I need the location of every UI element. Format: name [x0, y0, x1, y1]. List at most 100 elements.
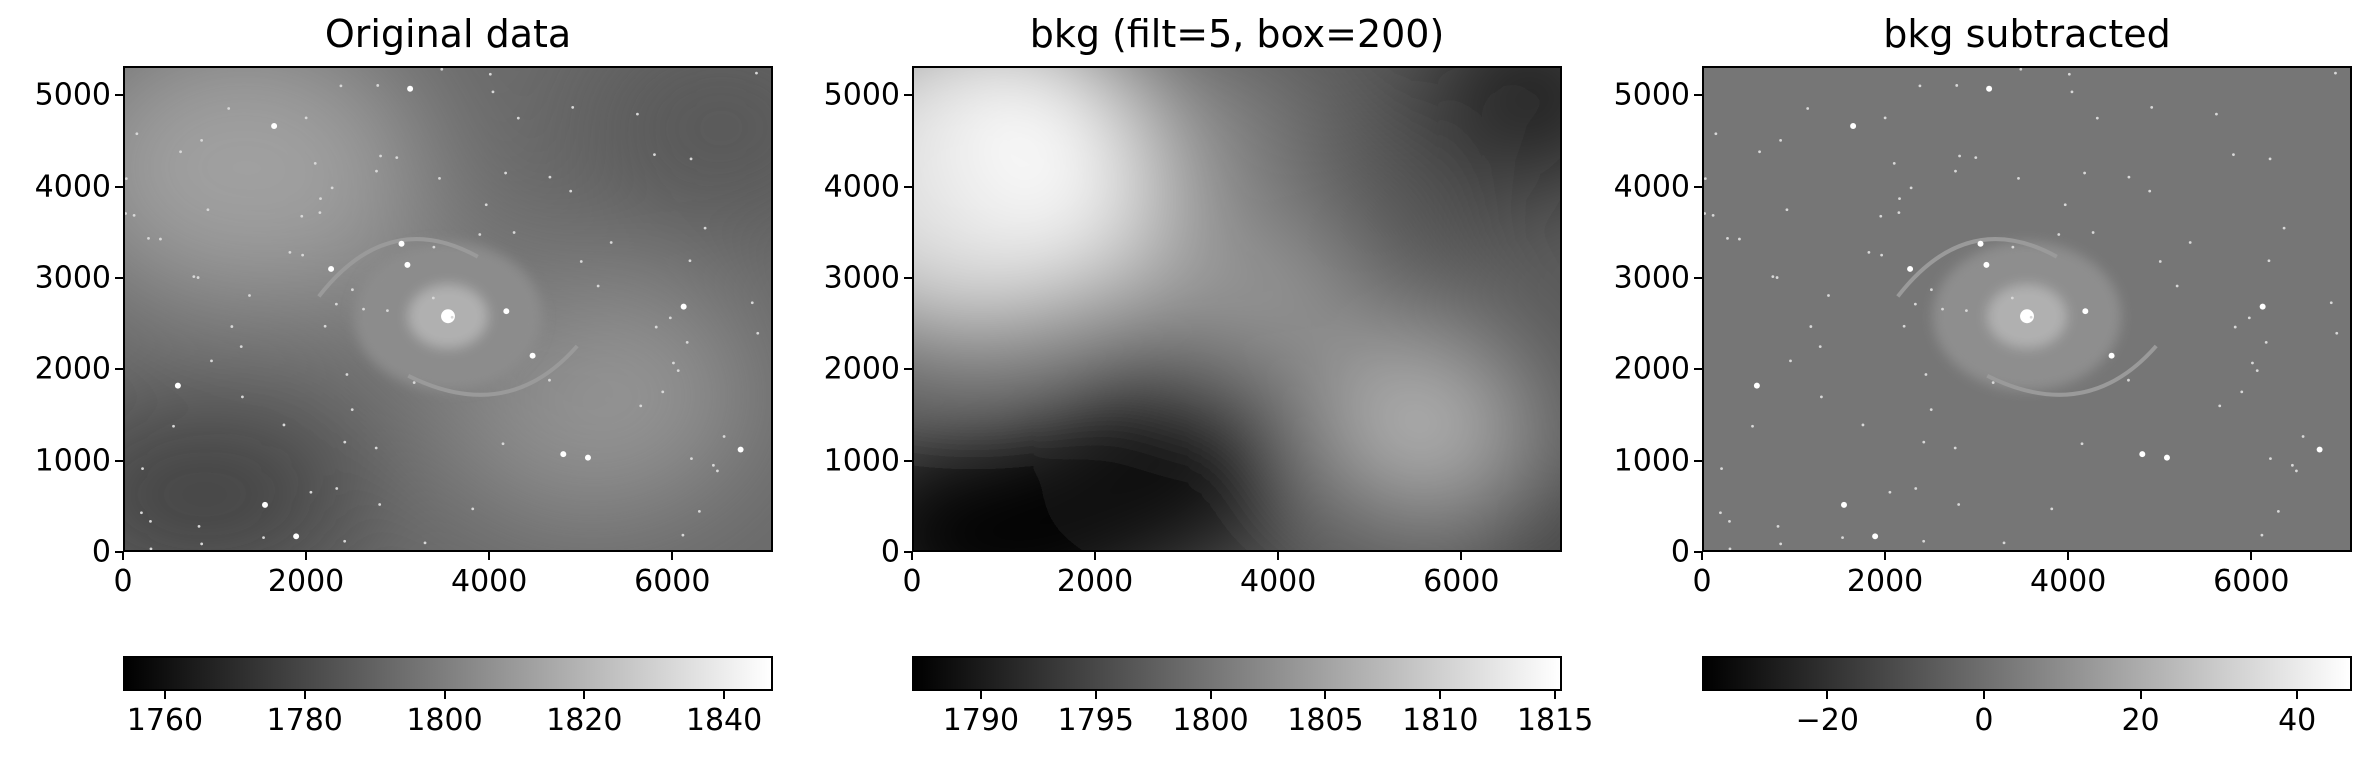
star: [271, 123, 278, 130]
star: [680, 303, 687, 310]
star: [343, 440, 347, 444]
star: [239, 345, 243, 348]
y-tick-label: 3000: [1613, 260, 1690, 296]
star: [1850, 123, 1857, 130]
star: [149, 519, 152, 523]
star: [200, 138, 203, 142]
star: [398, 240, 405, 247]
colorbar-tick-mark: [2296, 691, 2299, 699]
star: [2095, 116, 2099, 120]
star: [571, 106, 575, 109]
y-tick-label: 3000: [34, 260, 111, 296]
star: [1888, 490, 1892, 494]
x-tick-label: 0: [902, 564, 922, 599]
star: [288, 250, 292, 254]
star: [282, 423, 286, 427]
x-tick-label: 6000: [2213, 564, 2290, 599]
x-tick-mark: [488, 552, 491, 560]
star: [569, 189, 573, 193]
star: [1974, 156, 1978, 160]
star: [378, 503, 382, 506]
star: [147, 236, 150, 240]
star: [2002, 541, 2006, 545]
star: [2247, 316, 2251, 320]
star: [374, 446, 378, 450]
colorbar-tick-mark: [583, 691, 586, 699]
star: [471, 507, 475, 511]
colorbar-tick-mark: [303, 691, 306, 699]
star: [159, 237, 162, 241]
y-tick-label: 0: [880, 534, 900, 570]
star: [1728, 547, 1732, 550]
colorbar-tick-mark: [1554, 691, 1557, 699]
star: [668, 316, 672, 320]
colorbar-tick-label: 1800: [1172, 703, 1249, 738]
star: [135, 132, 139, 136]
y-tick-mark: [904, 551, 912, 553]
star: [1977, 240, 1984, 247]
y-tick-label: 4000: [34, 169, 111, 205]
star: [503, 308, 510, 315]
star: [141, 467, 144, 470]
star: [132, 213, 136, 217]
star: [1785, 208, 1789, 212]
star: [2175, 284, 2179, 288]
star: [1711, 213, 1715, 217]
x-tick-label: 2000: [1846, 564, 1924, 599]
x-tick-mark: [1460, 552, 1463, 560]
star: [200, 542, 204, 546]
star: [149, 547, 153, 550]
x-tick-mark: [671, 552, 674, 560]
star: [681, 533, 685, 537]
star: [1897, 211, 1901, 215]
star: [661, 390, 665, 394]
star: [2050, 507, 2054, 511]
x-tick-mark: [1701, 552, 1703, 560]
star: [140, 511, 143, 515]
y-tick-label: 1000: [823, 443, 900, 479]
background-blob: [1122, 68, 1302, 197]
star: [1991, 381, 1995, 385]
colorbar-tick-label: 1820: [546, 703, 623, 738]
star: [2150, 106, 2154, 109]
y-tick-mark: [115, 368, 123, 371]
star: [676, 369, 680, 373]
colorbar-tick-mark: [2139, 691, 2142, 699]
star: [609, 241, 613, 244]
star: [584, 454, 591, 461]
star: [1879, 214, 1883, 218]
star: [1861, 423, 1865, 427]
star: [516, 116, 520, 120]
star: [1880, 253, 1883, 257]
star: [653, 153, 656, 157]
background-glow: [125, 405, 364, 550]
star: [1776, 524, 1780, 528]
star: [1751, 424, 1754, 428]
star: [1771, 275, 1775, 279]
star: [407, 85, 414, 92]
star: [1922, 539, 1926, 543]
star: [2091, 231, 2095, 234]
background-blob: [1460, 474, 1560, 550]
y-tick-label: 2000: [34, 351, 111, 387]
y-tick-mark: [115, 185, 123, 188]
star: [334, 302, 338, 306]
star: [1914, 487, 1918, 490]
star: [1918, 84, 1922, 88]
star: [423, 541, 427, 545]
y-tick-label: 2000: [1613, 351, 1690, 387]
chart-title: Original data: [324, 12, 572, 56]
star: [1809, 325, 1813, 328]
y-tick-label: 5000: [1613, 77, 1690, 113]
y-tick-mark: [904, 276, 912, 279]
star: [2316, 446, 2323, 453]
star: [755, 71, 758, 75]
y-tick-label: 3000: [823, 260, 900, 296]
colorbar-tick-label: 20: [2121, 703, 2160, 738]
star: [192, 275, 196, 279]
star: [2259, 303, 2266, 310]
star: [1719, 511, 1722, 515]
colorbar-tick-label: 1760: [126, 703, 204, 738]
y-tick-label: 0: [91, 534, 111, 570]
star: [172, 424, 175, 428]
